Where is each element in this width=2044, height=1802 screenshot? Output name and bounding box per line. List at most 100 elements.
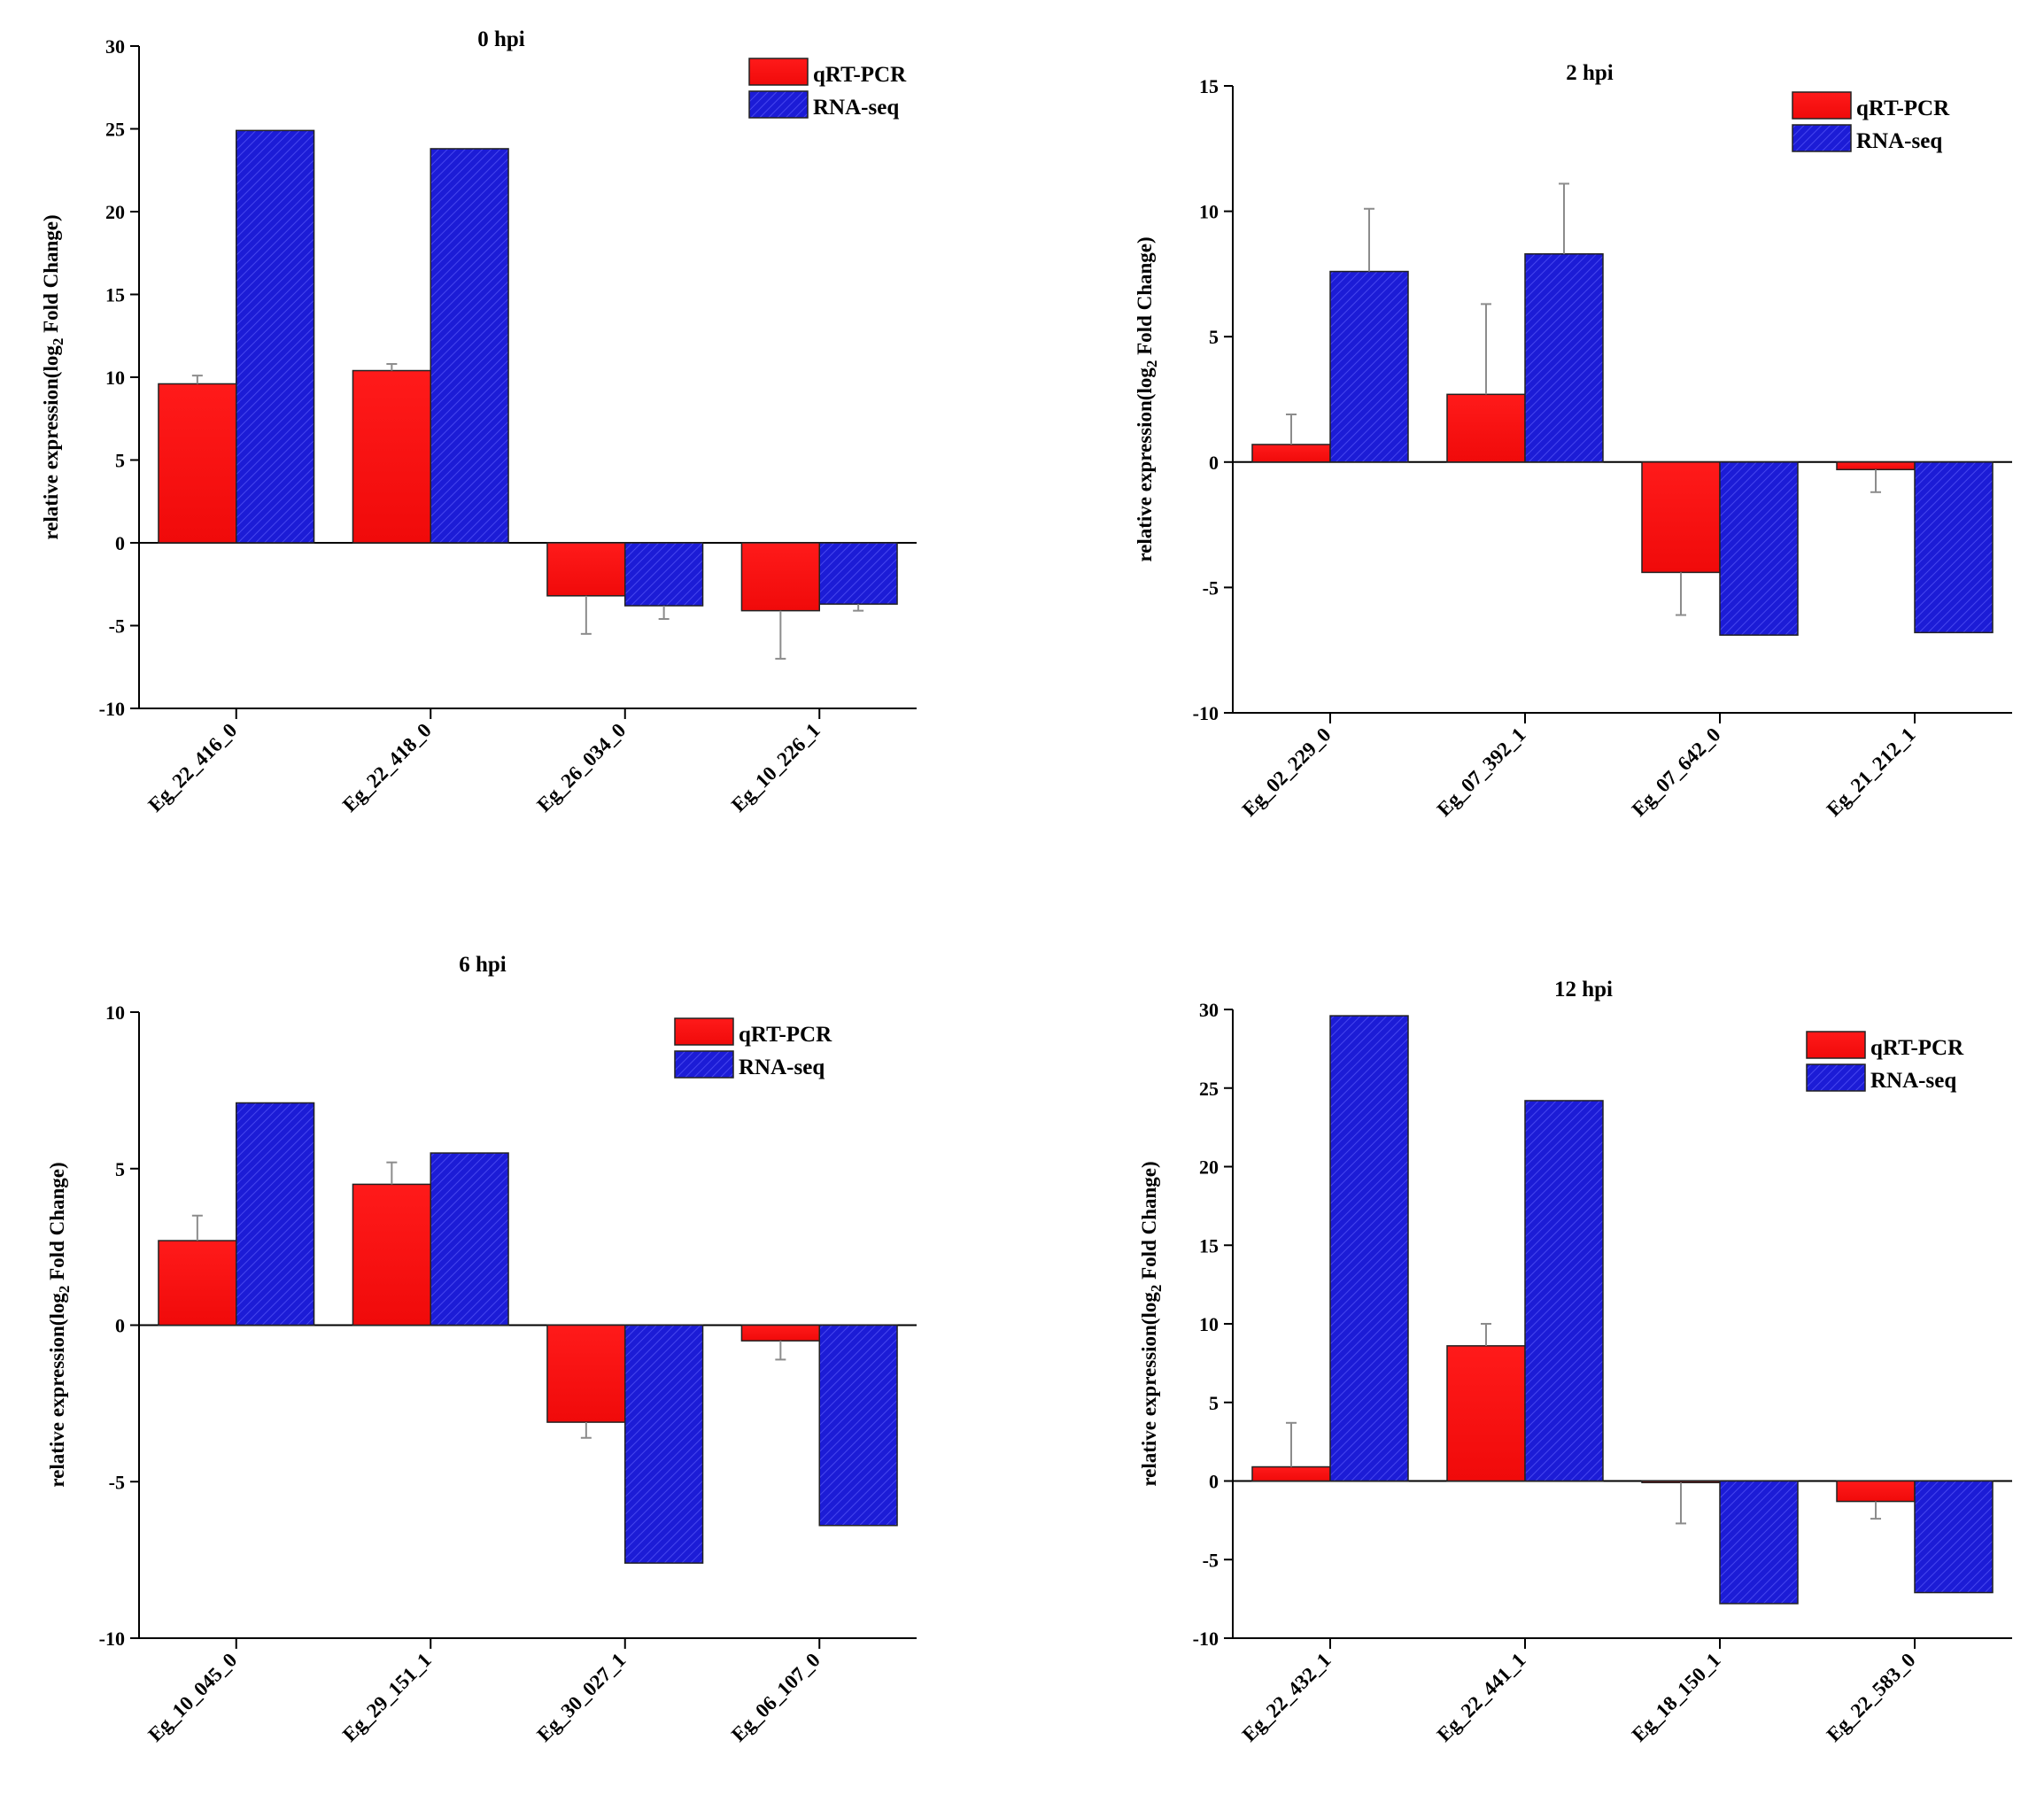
- plot-area: Eg_10_045_0 Eg_29_151_1 Eg_30_027_1 Eg_06_1…: [139, 1102, 917, 1746]
- y-tick-label: 0: [1209, 1471, 1219, 1493]
- y-tick-label: -10: [1193, 1628, 1219, 1650]
- chart-title: 2 hpi: [1566, 61, 1614, 85]
- x-category-label: Eg_07_642_0: [1628, 723, 1725, 821]
- y-tick-label: 10: [105, 1002, 125, 1024]
- bar-rna-seq: [1914, 461, 1994, 634]
- y-axis: -10 -5 0 5 10 15: [1193, 75, 1234, 724]
- bar-rna-seq: [1329, 270, 1409, 463]
- y-tick-label: 0: [115, 1315, 125, 1337]
- y-tick-label: 5: [1209, 326, 1219, 348]
- y-tick-label: -10: [99, 1628, 125, 1650]
- y-ticks: -10 -5 0 5 10: [99, 1002, 139, 1650]
- y-tick-label: 10: [105, 367, 125, 389]
- x-category-label: Eg_22_418_0: [338, 719, 436, 816]
- chart-title: 0 hpi: [477, 27, 525, 51]
- y-axis: -10 -5 0 5 10: [99, 1002, 140, 1650]
- legend: qRT-PCR RNA-seq: [1806, 1031, 1964, 1093]
- y-tick-label: 15: [1199, 1234, 1219, 1257]
- bar-rna-seq: [1719, 1480, 1799, 1605]
- x-category-label: Eg_22_441_1: [1433, 1649, 1530, 1746]
- plot-area: Eg_02_229_0 Eg_07_392_1 Eg_07_642_0 Eg_21_2…: [1233, 182, 2012, 821]
- y-axis-label-main: relative expression(log: [1134, 367, 1156, 562]
- y-axis-label-tail: Fold Change): [46, 1162, 68, 1285]
- bar-qrt-pcr: [546, 1324, 626, 1423]
- y-axis-label-main: relative expression(log: [40, 345, 62, 540]
- bar-rna-seq: [236, 129, 315, 544]
- y-tick-label: 30: [1199, 999, 1219, 1021]
- y-tick-label: 5: [1209, 1392, 1219, 1414]
- y-tick-label: 20: [105, 201, 125, 223]
- y-tick-label: 25: [1199, 1078, 1219, 1100]
- legend: qRT-PCR RNA-seq: [674, 1017, 832, 1079]
- y-axis-label-tail: Fold Change): [40, 214, 62, 337]
- y-axis-label: relative expression(log2 Fold Change): [1138, 1161, 1165, 1486]
- y-tick-label: 0: [1209, 452, 1219, 474]
- y-tick-label: -5: [1203, 1549, 1219, 1571]
- bar-rna-seq: [818, 1324, 898, 1527]
- bar-qrt-pcr: [740, 1324, 821, 1342]
- x-category-label: Eg_26_034_0: [532, 719, 630, 816]
- y-tick-label: -5: [109, 615, 125, 638]
- bar-qrt-pcr: [1446, 1345, 1526, 1482]
- y-tick-label: -10: [1193, 702, 1219, 724]
- y-axis-label-subscript: 2: [1143, 360, 1160, 368]
- bar-qrt-pcr: [352, 1183, 432, 1326]
- y-tick-label: 15: [1199, 75, 1219, 97]
- bar-rna-seq: [624, 542, 704, 607]
- bar-qrt-pcr: [1836, 461, 1916, 471]
- legend-label-rna-seq: RNA-seq: [813, 96, 899, 120]
- y-tick-label: 20: [1199, 1156, 1219, 1179]
- chart-panel-2hpi: 2 hpi -10 -5 0 5 10 15 Eg_02_229_0 Eg_07_392_1…: [1134, 61, 2012, 821]
- y-ticks: -10 -5 0 5 10 15 20 25 30: [99, 35, 139, 720]
- y-axis-label-tail: Fold Change): [1138, 1161, 1160, 1284]
- chart-title: 6 hpi: [459, 953, 507, 977]
- x-category-label: Eg_22_432_1: [1238, 1649, 1336, 1746]
- bar-rna-seq: [1329, 1015, 1409, 1482]
- bar-rna-seq: [624, 1324, 704, 1564]
- y-tick-label: -10: [99, 698, 125, 720]
- bar-qrt-pcr: [1641, 1480, 1721, 1484]
- legend-label-qrt-pcr: qRT-PCR: [1870, 1036, 1964, 1060]
- y-tick-label: 5: [115, 450, 125, 472]
- bar-rna-seq: [236, 1102, 315, 1326]
- y-axis-label-main: relative expression(log: [1138, 1292, 1160, 1487]
- y-tick-label: -5: [1203, 576, 1219, 599]
- legend-label-rna-seq: RNA-seq: [1870, 1069, 1956, 1093]
- plot-area: Eg_22_432_1 Eg_22_441_1 Eg_18_150_1 Eg_22_5…: [1233, 1015, 2012, 1746]
- plot-area: Eg_22_416_0 Eg_22_418_0 Eg_26_034_0 Eg_10_2…: [139, 129, 917, 816]
- legend-swatch-qrt-pcr: [748, 58, 809, 86]
- x-category-label: Eg_30_027_1: [532, 1649, 630, 1746]
- bar-qrt-pcr: [1641, 461, 1721, 574]
- y-tick-label: -5: [109, 1471, 125, 1493]
- chart-title: 12 hpi: [1554, 978, 1613, 1002]
- y-ticks: -10 -5 0 5 10 15: [1193, 75, 1233, 724]
- bar-qrt-pcr: [1446, 393, 1526, 463]
- y-axis: -10 -5 0 5 10 15 20 25 30: [1193, 999, 1234, 1650]
- legend-swatch-qrt-pcr: [1792, 91, 1852, 120]
- y-axis: -10 -5 0 5 10 15 20 25 30: [99, 35, 140, 720]
- legend-swatch-rna-seq: [748, 90, 809, 119]
- y-axis-label-tail: Fold Change): [1134, 236, 1156, 360]
- bar-qrt-pcr: [546, 542, 626, 597]
- x-category-label: Eg_22_416_0: [143, 719, 241, 816]
- bar-rna-seq: [1914, 1480, 1994, 1594]
- legend-swatch-qrt-pcr: [1806, 1031, 1866, 1059]
- bar-rna-seq: [818, 542, 898, 605]
- x-category-label: Eg_10_045_0: [143, 1649, 241, 1746]
- x-category-label: Eg_21_212_1: [1823, 723, 1920, 821]
- x-category-label: Eg_18_150_1: [1628, 1649, 1725, 1746]
- legend-swatch-rna-seq: [1792, 124, 1852, 152]
- y-tick-label: 0: [115, 532, 125, 554]
- y-axis-label: relative expression(log2 Fold Change): [46, 1162, 73, 1487]
- bar-rna-seq: [430, 148, 509, 544]
- y-tick-label: 25: [105, 119, 125, 141]
- bar-qrt-pcr: [158, 383, 237, 544]
- bar-rna-seq: [430, 1152, 509, 1326]
- x-category-label: Eg_07_392_1: [1433, 723, 1530, 821]
- bar-qrt-pcr: [1251, 1466, 1331, 1482]
- legend-label-qrt-pcr: qRT-PCR: [1856, 97, 1950, 120]
- legend-label-rna-seq: RNA-seq: [739, 1056, 825, 1079]
- bar-rna-seq: [1524, 252, 1604, 463]
